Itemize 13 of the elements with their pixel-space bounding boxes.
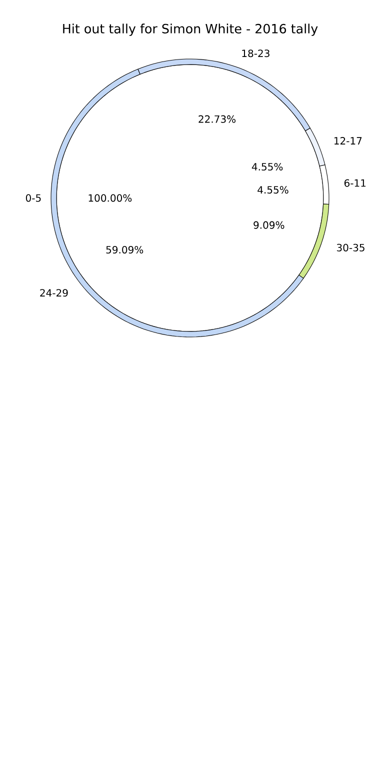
slice-label: 30-35 [336,244,364,252]
data-label: 22.73% [198,115,236,123]
data-label: 100.00% [88,194,132,202]
slice-label: 24-29 [40,289,68,297]
data-label: 4.55% [252,162,283,171]
slice-label: 6-11 [344,179,366,187]
data-label: 9.09% [254,221,284,229]
slice-label: 0-5 [26,194,41,202]
data-label: 4.55% [258,186,288,194]
chart-title: Hit out tally for Simon White - 2016 tally [63,24,318,36]
slice-label: 18-23 [242,50,270,58]
data-label: 59.09% [106,246,144,254]
slice-label: 12-17 [334,137,362,144]
